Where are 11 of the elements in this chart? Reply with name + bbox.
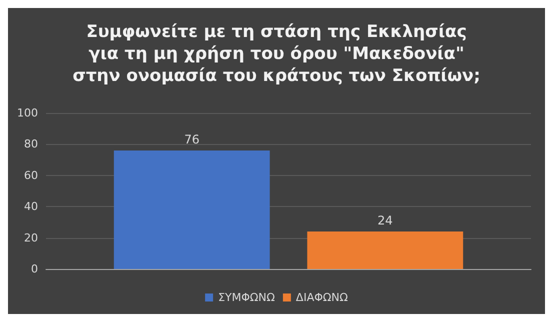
data-label: 24 — [378, 214, 393, 228]
legend-label: ΔΙΑΦΩΝΩ — [296, 291, 348, 304]
y-tick-label: 40 — [24, 200, 38, 214]
y-tick-label: 80 — [24, 138, 38, 151]
legend-label: ΣΥΜΦΩΝΩ — [218, 291, 275, 304]
data-label: 76 — [184, 132, 200, 146]
y-tick-label: 20 — [24, 231, 38, 244]
y-tick-label: 60 — [24, 168, 38, 182]
y-tick-label: 0 — [31, 262, 38, 276]
chart-title: Συμφωνείτε με τη στάση της Εκκλησίας για τη μη χρήση του όρου "Μακεδονία" στην ονομασία του κράτους των Σκοπίων; — [72, 22, 480, 86]
y-tick-label: 100 — [17, 106, 38, 120]
